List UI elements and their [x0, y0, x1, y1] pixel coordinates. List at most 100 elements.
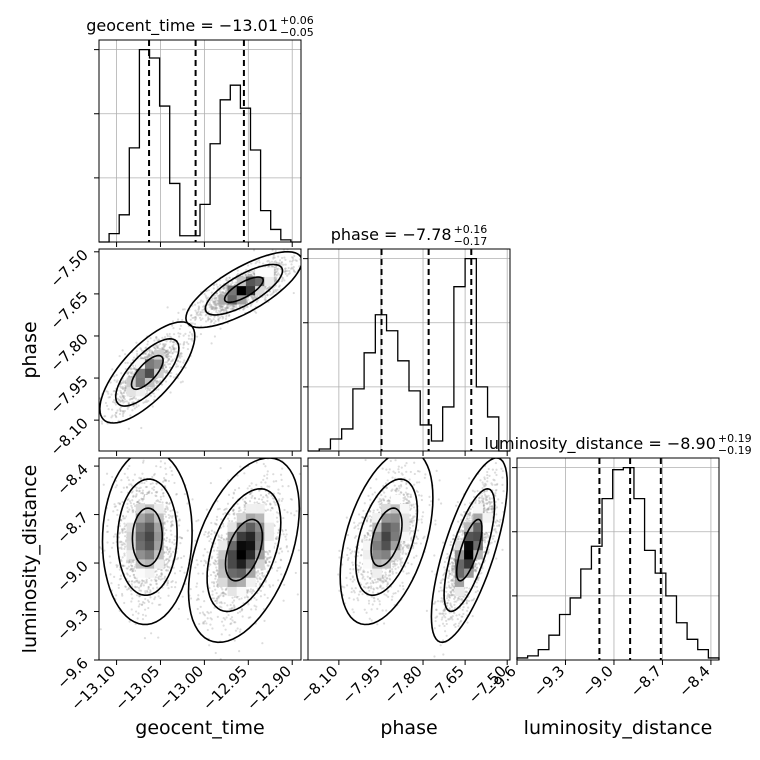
sample-point: [256, 577, 259, 580]
sample-point: [171, 346, 174, 349]
sample-point: [263, 619, 266, 623]
sample-point: [266, 286, 270, 290]
sample-point: [160, 572, 163, 575]
sample-point: [188, 331, 192, 334]
sample-point: [209, 537, 212, 541]
sample-point: [166, 353, 169, 356]
sample-point: [164, 467, 167, 470]
sample-point: [210, 557, 213, 560]
sample-point: [216, 508, 220, 511]
sample-point: [213, 522, 217, 525]
sample-point: [165, 350, 169, 354]
sample-point: [125, 572, 129, 575]
sample-point: [295, 510, 298, 513]
sample-point: [127, 561, 130, 564]
sample-point: [201, 311, 204, 314]
sample-point: [132, 372, 135, 376]
sample-point: [288, 272, 291, 275]
sample-point: [225, 305, 229, 308]
sample-point: [163, 343, 166, 346]
sample-point: [275, 537, 278, 541]
sample-point: [165, 529, 168, 532]
sample-point: [219, 284, 222, 287]
sample-point: [152, 345, 155, 349]
sample-point: [230, 608, 233, 611]
sample-point: [271, 507, 274, 510]
sample-point: [135, 494, 138, 497]
sample-point: [251, 588, 255, 592]
sample-point: [165, 536, 168, 540]
title-upper-error: +0.16: [454, 223, 488, 236]
sample-point: [173, 348, 176, 351]
sample-point: [125, 567, 128, 570]
sample-point: [258, 489, 261, 492]
sample-point: [215, 283, 218, 286]
sample-point: [149, 583, 153, 586]
sample-point: [267, 259, 270, 262]
sample-point: [203, 614, 207, 617]
sample-point: [214, 320, 217, 323]
sample-point: [149, 589, 152, 592]
sample-point: [149, 590, 152, 593]
sample-point: [159, 379, 162, 382]
sample-point: [130, 372, 133, 375]
sample-point: [265, 494, 268, 497]
sample-point: [172, 347, 175, 351]
sample-point: [244, 273, 247, 276]
sample-point: [149, 337, 152, 340]
sample-point: [211, 307, 214, 310]
sample-point: [168, 555, 172, 558]
sample-point: [298, 258, 301, 261]
sample-point: [208, 306, 211, 309]
sample-point: [161, 336, 164, 339]
sample-point: [137, 605, 140, 608]
sample-point: [196, 607, 199, 611]
sample-point: [218, 538, 221, 542]
sample-point: [180, 355, 183, 358]
sample-point: [243, 504, 246, 507]
sample-point: [216, 553, 219, 556]
sample-point: [240, 597, 243, 600]
sample-point: [213, 300, 216, 303]
sample-point: [163, 521, 166, 524]
sample-point: [203, 292, 206, 296]
sample-point: [213, 571, 216, 574]
sample-point: [213, 306, 216, 309]
sample-point: [210, 307, 213, 310]
sample-point: [269, 503, 272, 506]
sample-point: [142, 461, 145, 464]
density-cell: [126, 386, 137, 397]
sample-point: [164, 558, 168, 562]
sample-point: [204, 314, 207, 317]
sample-point: [203, 600, 206, 603]
sample-point: [210, 342, 213, 345]
sample-point: [211, 305, 214, 309]
sample-point: [179, 569, 182, 573]
sample-point: [248, 271, 251, 274]
sample-point: [121, 414, 125, 418]
sample-point: [165, 349, 168, 353]
sample-point: [215, 515, 219, 519]
sample-point: [231, 307, 234, 310]
sample-point: [275, 480, 278, 483]
sample-point: [166, 581, 169, 585]
sample-point: [143, 481, 146, 485]
sample-point: [206, 296, 210, 299]
sample-point: [220, 308, 223, 311]
sample-point: [291, 257, 295, 260]
density-cell: [264, 267, 274, 277]
sample-point: [231, 303, 234, 307]
sample-point: [287, 273, 290, 276]
sample-point: [243, 500, 246, 503]
sample-point: [264, 465, 267, 468]
sample-point: [144, 400, 147, 404]
sample-point: [146, 387, 149, 390]
sample-point: [154, 379, 157, 382]
sample-point: [161, 343, 165, 346]
sample-point: [208, 644, 211, 647]
sample-point: [117, 583, 120, 587]
sample-point: [253, 272, 256, 275]
sample-point: [124, 387, 127, 390]
sample-point: [194, 318, 197, 322]
sample-point: [165, 355, 169, 358]
